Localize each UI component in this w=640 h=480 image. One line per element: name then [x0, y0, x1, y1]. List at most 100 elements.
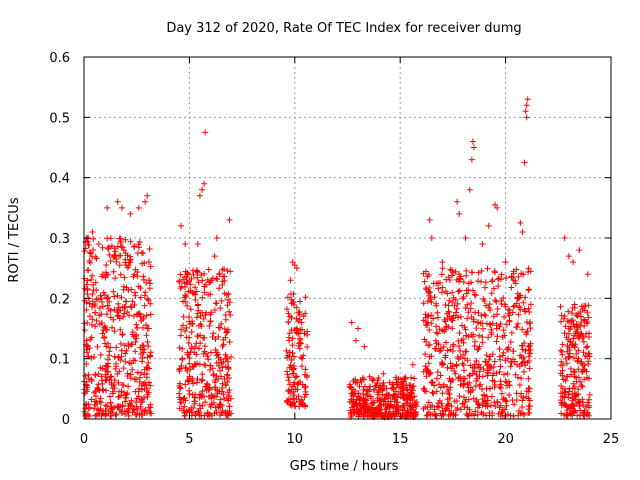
- data-point: [182, 328, 189, 335]
- data-point: [293, 304, 300, 311]
- data-point: [145, 359, 152, 366]
- data-point: [526, 403, 533, 410]
- data-point-outlier: [428, 235, 435, 241]
- data-point: [92, 388, 99, 395]
- data-point: [497, 363, 504, 370]
- data-point: [575, 347, 582, 354]
- x-axis-label: GPS time / hours: [290, 459, 399, 474]
- data-point: [489, 277, 496, 284]
- data-point: [438, 412, 445, 419]
- data-point: [510, 277, 517, 284]
- data-point: [473, 325, 480, 332]
- data-point: [516, 294, 523, 301]
- data-point: [483, 320, 490, 327]
- data-point: [482, 358, 489, 365]
- data-point: [462, 304, 469, 311]
- data-point: [472, 408, 479, 415]
- data-point: [186, 334, 193, 341]
- data-point: [361, 409, 368, 416]
- data-point: [183, 293, 190, 300]
- data-point: [585, 402, 592, 409]
- data-point-outlier: [355, 325, 362, 332]
- data-point: [444, 364, 451, 371]
- data-point: [89, 272, 96, 279]
- data-point: [352, 399, 359, 406]
- data-point: [446, 390, 453, 397]
- data-point: [301, 330, 308, 337]
- data-point: [471, 338, 478, 345]
- data-point: [188, 409, 195, 416]
- data-point: [208, 401, 215, 408]
- y-axis-label: ROTI / TECUs: [7, 197, 22, 282]
- data-point: [561, 330, 568, 337]
- data-point: [428, 298, 435, 305]
- data-point: [525, 286, 532, 293]
- data-point: [500, 396, 507, 403]
- data-point-outlier: [114, 198, 121, 205]
- data-point: [122, 394, 129, 401]
- data-point: [133, 335, 140, 342]
- data-point: [215, 362, 222, 369]
- data-point: [569, 385, 576, 392]
- data-point: [303, 374, 310, 381]
- data-point: [286, 349, 293, 356]
- data-point: [181, 403, 188, 410]
- data-point: [131, 243, 138, 250]
- data-point: [121, 342, 128, 349]
- data-point: [176, 405, 183, 412]
- data-point: [480, 366, 487, 373]
- data-point: [577, 332, 584, 339]
- data-point: [472, 292, 479, 299]
- data-point: [98, 410, 105, 417]
- data-point: [284, 399, 291, 406]
- data-point: [500, 349, 507, 356]
- data-point: [117, 357, 124, 364]
- data-point: [448, 365, 455, 372]
- data-point: [461, 367, 468, 374]
- data-point: [471, 309, 478, 316]
- data-point: [186, 355, 193, 362]
- data-point: [527, 319, 534, 326]
- data-point: [568, 371, 575, 378]
- data-point: [487, 321, 494, 328]
- data-point: [484, 362, 491, 369]
- data-point: [111, 377, 118, 384]
- data-point: [462, 398, 469, 405]
- data-point: [510, 348, 517, 355]
- data-point: [379, 385, 386, 392]
- data-point: [460, 362, 467, 369]
- data-point: [122, 411, 129, 418]
- data-point: [86, 313, 93, 320]
- data-point: [479, 339, 486, 346]
- data-point: [488, 329, 495, 336]
- data-point: [489, 410, 496, 417]
- data-point: [423, 365, 430, 372]
- data-point: [508, 329, 515, 336]
- data-point: [374, 391, 381, 398]
- data-point: [204, 353, 211, 360]
- data-point: [431, 294, 438, 301]
- data-point: [476, 343, 483, 350]
- data-point: [585, 396, 592, 403]
- data-point: [177, 332, 184, 339]
- data-point: [122, 398, 129, 405]
- data-point: [559, 367, 566, 374]
- data-point: [299, 355, 306, 362]
- data-point: [512, 280, 519, 287]
- data-point: [366, 373, 373, 380]
- data-point-outlier: [524, 96, 531, 103]
- data-point: [355, 393, 362, 400]
- data-point: [140, 394, 147, 401]
- data-point: [110, 268, 117, 275]
- data-point: [181, 274, 188, 281]
- data-point: [438, 362, 445, 369]
- data-point: [293, 373, 300, 380]
- data-point: [144, 354, 151, 361]
- data-point: [458, 377, 465, 384]
- data-point: [391, 392, 398, 399]
- data-point: [433, 388, 440, 395]
- data-point: [296, 340, 303, 347]
- data-point: [104, 295, 111, 302]
- y-tick-label: 0.1: [49, 353, 70, 368]
